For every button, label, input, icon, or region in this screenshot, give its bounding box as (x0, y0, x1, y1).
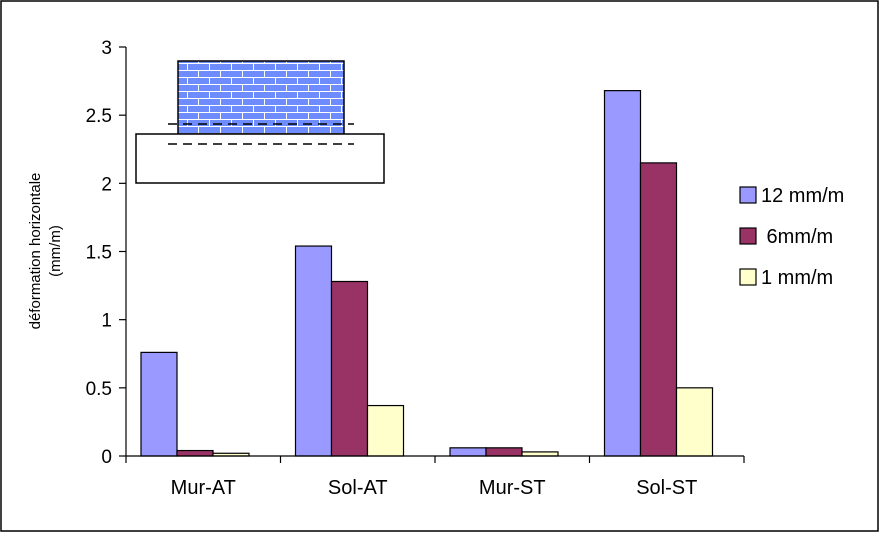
bar-sol-st-series-3 (675, 387, 714, 457)
y-tick-label: 2 (101, 174, 112, 195)
axes-group: 0 0.5 1 1.5 2 2.5 3 Mur-AT Sol-AT Mur-ST Sol-ST (86, 38, 745, 499)
bar-mur-st-series-3 (521, 451, 559, 457)
soil-layer-icon (135, 133, 385, 184)
legend-label: 1 mm/m (761, 267, 833, 289)
x-category-label: Mur-AT (171, 477, 236, 499)
bar-mur-at-series-1 (140, 351, 178, 457)
masonry-wall-icon (177, 60, 345, 135)
legend: 12 mm/m 6mm/m 1 mm/m (739, 185, 844, 289)
x-category-label: Sol-ST (636, 477, 697, 499)
legend-label: 12 mm/m (761, 185, 844, 207)
y-axis-title-line-2: (mm/m) (47, 225, 64, 277)
wall-soil-illustration (135, 60, 385, 184)
y-tick-label: 0.5 (86, 379, 112, 400)
legend-label: 6mm/m (761, 226, 833, 248)
x-category-label: Mur-ST (479, 477, 546, 499)
legend-swatch (739, 227, 757, 245)
y-tick-label: 1 (101, 311, 112, 332)
bar-mur-st-series-1 (449, 447, 487, 457)
legend-swatch (739, 186, 757, 204)
bar-sol-at-series-1 (294, 245, 333, 457)
y-axis-title-line-1: déformation horizontale (27, 173, 44, 330)
bar-mur-st-series-2 (485, 447, 523, 457)
y-tick-label: 2.5 (86, 106, 112, 127)
y-tick-label: 0 (101, 447, 112, 468)
bar-sol-st-series-2 (639, 162, 678, 457)
y-tick-label: 3 (101, 38, 112, 59)
y-tick-label: 1.5 (86, 243, 112, 264)
bar-sol-at-series-3 (366, 404, 405, 457)
bar-sol-st-series-1 (603, 90, 642, 457)
bar-sol-at-series-2 (330, 280, 369, 457)
x-category-label: Sol-AT (328, 477, 388, 499)
bar-series-group (140, 90, 714, 457)
legend-swatch (739, 268, 757, 286)
bar-mur-at-series-2 (176, 449, 214, 457)
